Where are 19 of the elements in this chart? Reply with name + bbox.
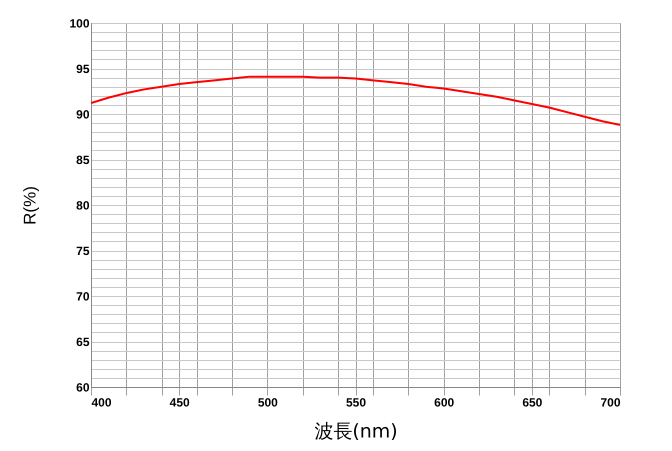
x-tick-label: 550 (346, 396, 366, 410)
line-series (91, 76, 620, 126)
x-tick-label: 500 (258, 396, 278, 410)
y-tick-label: 70 (76, 290, 90, 304)
x-tick-label: 600 (434, 396, 454, 410)
y-tick-label: 95 (76, 62, 90, 76)
y-tick-label: 60 (76, 380, 90, 394)
x-tick-label: 450 (170, 396, 190, 410)
x-tick-label: 400 (92, 396, 112, 410)
y-tick-label: 75 (76, 244, 90, 258)
x-axis-title: 波長(nm) (314, 420, 398, 442)
y-tick-label: 80 (76, 198, 90, 212)
y-tick-label: 100 (69, 16, 90, 30)
y-tick-label: 90 (76, 108, 90, 122)
x-tick-label: 700 (600, 396, 621, 410)
y-tick-label: 85 (76, 153, 90, 167)
x-tick-label: 650 (522, 396, 543, 410)
y-axis-title: R(%) (20, 186, 40, 225)
y-tick-label: 65 (76, 335, 90, 349)
